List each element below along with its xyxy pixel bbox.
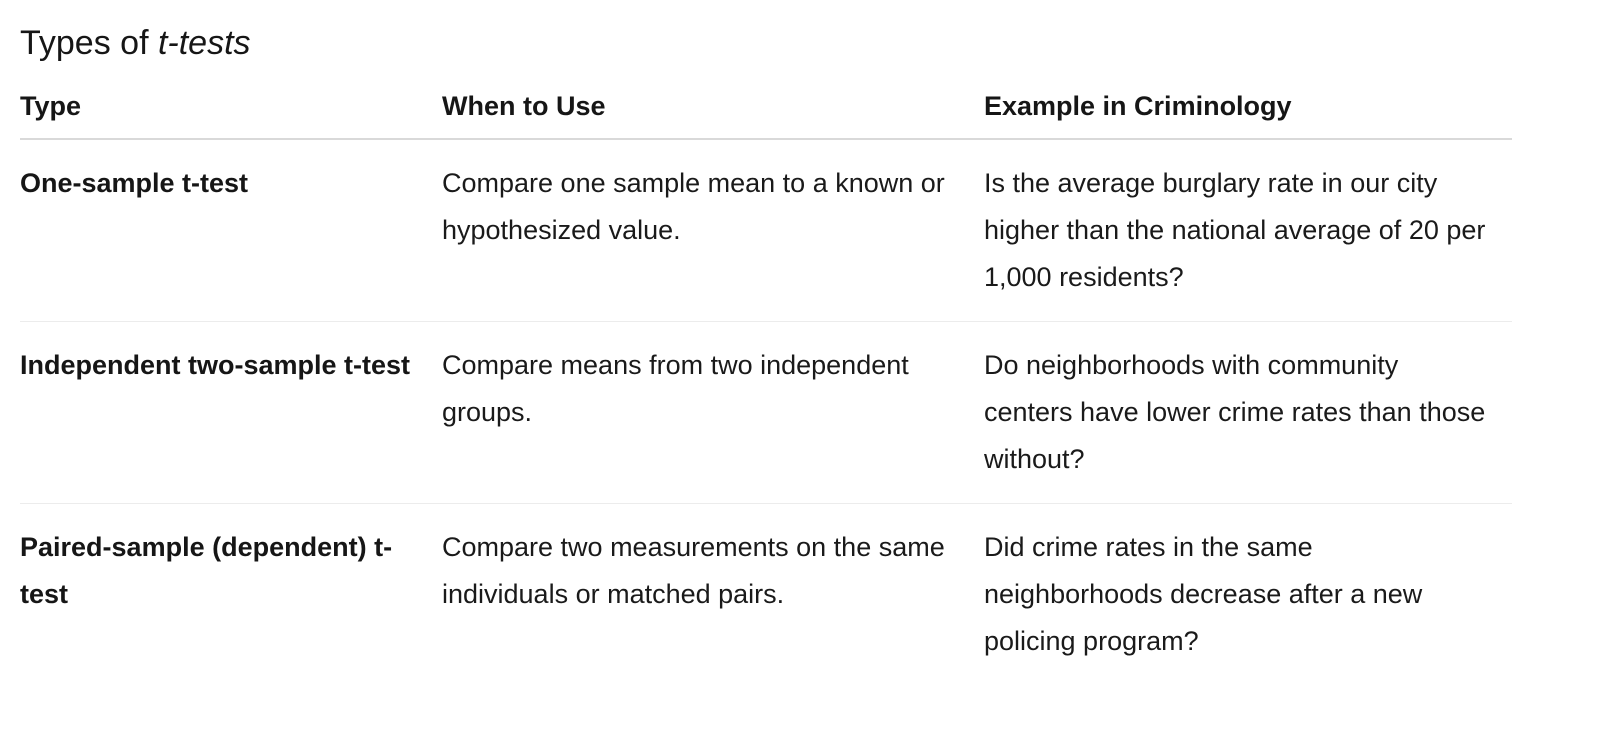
column-header-when-to-use: When to Use (442, 88, 984, 140)
table-row: Paired-sample (dependent) t-test Compare… (20, 504, 1512, 686)
heading-prefix: Types of (20, 24, 158, 62)
heading-emphasis: t-tests (157, 24, 251, 62)
example-cell: Did crime rates in the same neighborhood… (984, 532, 1423, 656)
table-row: One-sample t-test Compare one sample mea… (20, 139, 1512, 322)
column-header-type: Type (20, 88, 442, 140)
type-cell: One-sample t-test (20, 139, 442, 322)
when-to-use-cell: Compare two measurements on the same ind… (442, 532, 945, 609)
example-cell: Do neighborhoods with community centers … (984, 321, 1512, 504)
type-cell: Independent two-sample t-test (20, 321, 442, 504)
section-heading: Types of t-tests (20, 22, 1614, 64)
when-to-use-cell: Compare means from two independent group… (442, 321, 984, 504)
table-row: Independent two-sample t-test Compare me… (20, 321, 1512, 504)
t-test-types-table: Type When to Use Example in Criminology … (20, 88, 1512, 685)
column-header-example: Example in Criminology (984, 88, 1512, 140)
table-header-row: Type When to Use Example in Criminology (20, 88, 1512, 140)
type-cell: Paired-sample (dependent) t-test (20, 532, 393, 609)
when-to-use-cell: Compare one sample mean to a known or hy… (442, 139, 984, 322)
example-cell: Is the average burglary rate in our city… (984, 139, 1512, 322)
